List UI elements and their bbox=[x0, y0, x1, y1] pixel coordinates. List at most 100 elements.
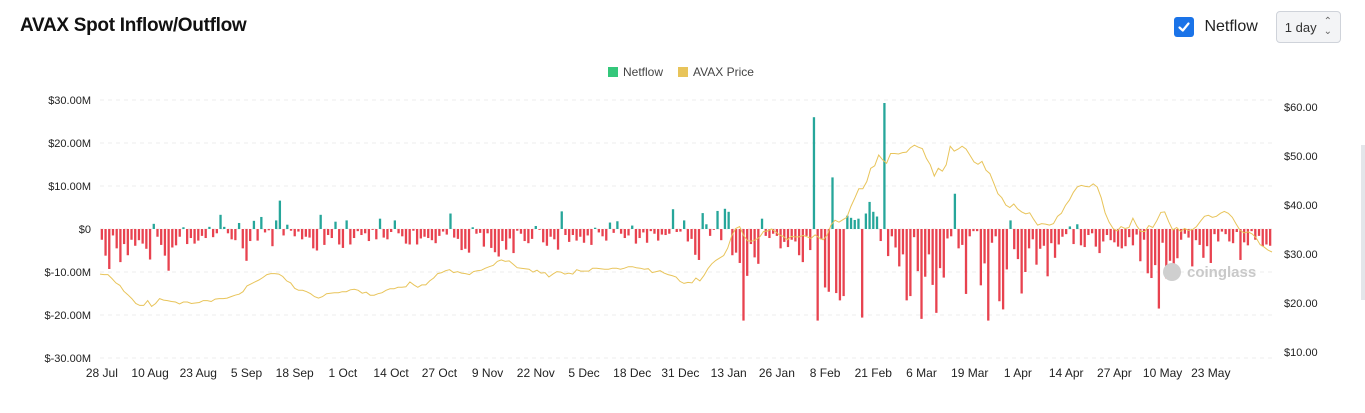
netflow-bar bbox=[968, 229, 971, 237]
netflow-bar bbox=[401, 229, 404, 237]
interval-select[interactable]: 1 day ⌃ ⌄ bbox=[1275, 11, 1341, 43]
netflow-bar bbox=[160, 229, 163, 245]
netflow-bar bbox=[382, 229, 385, 238]
netflow-bar bbox=[356, 229, 359, 232]
netflow-bar bbox=[430, 229, 434, 241]
y-right-tick-label: $20.00 bbox=[1284, 298, 1318, 310]
netflow-bar bbox=[631, 225, 634, 229]
netflow-bar bbox=[104, 229, 107, 256]
x-tick-label: 27 Oct bbox=[422, 366, 458, 380]
netflow-bar bbox=[864, 213, 868, 229]
netflow-bar bbox=[1269, 229, 1272, 246]
netflow-bar bbox=[560, 211, 563, 229]
netflow-bar bbox=[994, 229, 997, 237]
watermark: coinglass bbox=[1163, 263, 1256, 281]
netflow-bar bbox=[497, 229, 500, 257]
netflow-bar bbox=[1061, 229, 1064, 237]
netflow-bar bbox=[1235, 229, 1238, 233]
netflow-bar bbox=[1150, 229, 1153, 279]
netflow-bar bbox=[1135, 229, 1138, 235]
netflow-bar bbox=[593, 227, 597, 229]
netflow-bar bbox=[482, 229, 486, 247]
netflow-bar bbox=[983, 229, 986, 264]
netflow-bar bbox=[523, 229, 526, 242]
x-tick-label: 19 Mar bbox=[951, 366, 988, 380]
y-axis-left: $30.00M $20.00M $10.00M $0 $-10.00M $-20.00M $… bbox=[45, 95, 91, 365]
netflow-bar bbox=[1254, 229, 1257, 240]
netflow-bar bbox=[148, 229, 152, 260]
netflow-bar bbox=[753, 229, 756, 258]
netflow-bar bbox=[137, 229, 141, 241]
netflow-bar bbox=[504, 229, 508, 250]
netflow-bar bbox=[868, 201, 871, 229]
netflow-bar bbox=[979, 229, 982, 286]
netflow-bar bbox=[894, 229, 897, 248]
netflow-bar bbox=[1154, 229, 1157, 266]
netflow-bar bbox=[1090, 229, 1094, 234]
netflow-bar bbox=[671, 209, 675, 229]
netflow-bar bbox=[1105, 229, 1109, 236]
netflow-bar bbox=[1142, 229, 1146, 240]
netflow-bar bbox=[152, 223, 155, 229]
netflow-bar bbox=[701, 213, 704, 229]
netflow-bar bbox=[1009, 220, 1012, 229]
netflow-bar bbox=[597, 229, 600, 233]
netflow-bar bbox=[1205, 229, 1209, 247]
netflow-bar bbox=[1224, 229, 1227, 235]
netflow-bar bbox=[961, 229, 964, 245]
netflow-bar bbox=[182, 227, 185, 229]
netflow-bar bbox=[861, 229, 864, 318]
netflow-bar bbox=[100, 229, 103, 240]
netflow-bar bbox=[282, 229, 285, 236]
netflow-bar bbox=[415, 229, 419, 245]
netflow-bar bbox=[568, 229, 571, 242]
x-tick-label: 27 Apr bbox=[1097, 366, 1132, 380]
scrollbar[interactable] bbox=[1361, 145, 1365, 300]
netflow-bar bbox=[490, 229, 493, 248]
netflow-bar bbox=[638, 229, 641, 239]
netflow-bar bbox=[898, 229, 901, 267]
netflow-bar bbox=[757, 229, 760, 264]
netflow-bar bbox=[1001, 229, 1005, 310]
netflow-bar bbox=[1250, 229, 1253, 232]
netflow-bar bbox=[1102, 229, 1105, 242]
netflow-bar bbox=[657, 229, 660, 241]
legend-swatch-price bbox=[678, 67, 688, 77]
netflow-bar bbox=[1239, 229, 1242, 260]
netflow-bar bbox=[237, 222, 241, 229]
netflow-bar bbox=[323, 229, 326, 245]
x-tick-label: 23 Aug bbox=[180, 366, 217, 380]
netflow-bar bbox=[760, 218, 764, 229]
netflow-bar bbox=[260, 216, 263, 229]
netflow-bar bbox=[167, 229, 170, 271]
netflow-bar bbox=[241, 229, 244, 249]
netflow-bar bbox=[1165, 229, 1168, 279]
netflow-bar bbox=[556, 229, 560, 250]
x-tick-label: 10 May bbox=[1143, 366, 1182, 380]
netflow-bar bbox=[252, 220, 256, 229]
netflow-bar bbox=[215, 229, 218, 234]
netflow-bar bbox=[1124, 229, 1127, 247]
netflow-bar bbox=[705, 224, 708, 229]
netflow-bar bbox=[842, 229, 845, 297]
netflow-bar bbox=[627, 229, 630, 236]
x-tick-label: 14 Oct bbox=[373, 366, 409, 380]
netflow-bar bbox=[575, 229, 578, 241]
netflow-bar bbox=[549, 229, 552, 237]
y-right-tick-label: $30.00 bbox=[1284, 249, 1318, 261]
x-tick-label: 23 May bbox=[1191, 366, 1230, 380]
netflow-bar bbox=[293, 229, 296, 237]
netflow-bar bbox=[890, 229, 893, 237]
netflow-checkbox[interactable] bbox=[1174, 17, 1195, 37]
netflow-bar bbox=[916, 229, 919, 272]
x-tick-label: 5 Sep bbox=[231, 366, 263, 380]
netflow-checkbox-label[interactable]: Netflow bbox=[1204, 18, 1258, 35]
netflow-bar bbox=[749, 229, 753, 245]
netflow-bar bbox=[1168, 229, 1172, 261]
netflow-bar bbox=[1094, 229, 1097, 247]
netflow-bar bbox=[371, 229, 374, 230]
price-line bbox=[99, 144, 1273, 308]
netflow-bar bbox=[683, 220, 686, 229]
netflow-bar bbox=[360, 229, 363, 236]
